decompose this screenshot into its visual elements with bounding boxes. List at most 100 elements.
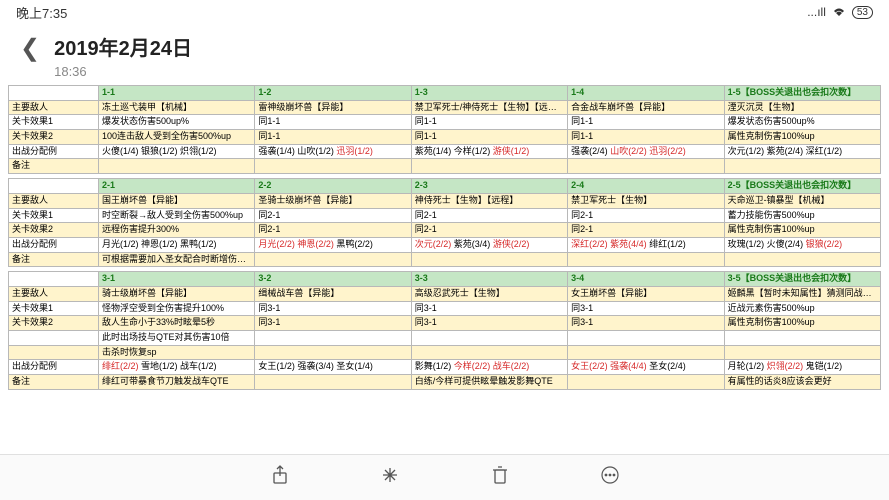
battery-indicator: 53 [852,6,873,19]
data-cell [255,159,411,174]
data-cell: 同2-1 [568,223,724,238]
row-label: 主要敌人 [9,286,99,301]
header: ❮ 2019年2月24日 18:36 [0,24,889,83]
data-cell: 玫瑰(1/2) 火傻(2/4) 银狼(2/2) [724,237,880,252]
back-icon[interactable]: ❮ [20,34,40,63]
stage-header: 2-3 [411,179,567,194]
row-label: 主要敌人 [9,193,99,208]
data-cell: 合金战车崩坏兽【异能】 [568,100,724,115]
status-time: 晚上7:35 [16,3,67,22]
data-cell: 同2-1 [411,223,567,238]
data-cell: 同2-1 [568,208,724,223]
data-cell: 禁卫军死士/神侍死士【生物】【远程】 [411,100,567,115]
data-cell: 同3-1 [255,301,411,316]
data-cell: 紫苑(1/4) 今样(1/2) 游侠(1/2) [411,144,567,159]
data-cell: 爆发状态伤害500up% [99,115,255,130]
row-label: 关卡效果2 [9,130,99,145]
data-cell [411,159,567,174]
data-cell [568,159,724,174]
stage-header: 3-3 [411,272,567,287]
page-subtitle: 18:36 [54,64,192,79]
data-cell: 可根据需要加入圣女配合时断增伤效果 [99,252,255,267]
data-cell: 同2-1 [255,223,411,238]
stage-header: 1-1 [99,86,255,101]
data-cell [411,345,567,360]
data-cell: 白练/今样可提供眩晕触发影舞QTE [411,375,567,390]
row-label: 备注 [9,252,99,267]
data-cell [99,159,255,174]
data-cell: 月光(2/2) 神恩(2/2) 黑鸭(2/2) [255,237,411,252]
stage-header: 2-2 [255,179,411,194]
data-cell [255,345,411,360]
data-cell [724,331,880,346]
row-label: 关卡效果2 [9,223,99,238]
data-cell: 属性克制伤害100%up [724,223,880,238]
row-label: 备注 [9,159,99,174]
status-bar: 晚上7:35 ...ıll 53 [0,0,889,24]
data-cell: 蓄力技能伤害500%up [724,208,880,223]
data-cell [411,252,567,267]
data-cell: 女王(2/2) 强袭(4/4) 圣女(2/4) [568,360,724,375]
data-cell: 骑士级崩坏兽【异能】 [99,286,255,301]
data-cell: 绯红可带暴食节刀触发战车QTE [99,375,255,390]
data-cell: 远程伤害提升300% [99,223,255,238]
data-cell: 同1-1 [568,115,724,130]
row-label: 备注 [9,375,99,390]
data-cell: 强袭(1/4) 山吹(1/2) 迅羽(1/2) [255,144,411,159]
data-cell: 圣骑士级崩坏兽【异能】 [255,193,411,208]
stage-header: 1-5【BOSS关退出也会扣次数】 [724,86,880,101]
signal-icon: ...ıll [807,5,826,19]
row-label: 关卡效果1 [9,208,99,223]
data-cell: 火傻(1/4) 银狼(1/2) 炽翎(1/2) [99,144,255,159]
data-cell [255,252,411,267]
stage-header: 1-2 [255,86,411,101]
stage-header: 2-5【BOSS关退出也会扣次数】 [724,179,880,194]
row-label: 主要敌人 [9,100,99,115]
row-label: 关卡效果1 [9,301,99,316]
data-cell: 冻土巡弋装甲【机械】 [99,100,255,115]
share-icon[interactable] [270,465,290,491]
data-cell: 同1-1 [411,130,567,145]
data-cell: 同1-1 [411,115,567,130]
data-cell: 同1-1 [255,130,411,145]
stage-header: 2-1 [99,179,255,194]
data-cell: 有属性的话炎8应该会更好 [724,375,880,390]
data-cell: 怪物浮空受到全伤害提升100% [99,301,255,316]
sparkle-icon[interactable] [380,465,400,491]
data-cell: 禁卫军死士【生物】 [568,193,724,208]
data-cell: 100连击敌人受到全伤害500%up [99,130,255,145]
data-cell: 同1-1 [255,115,411,130]
data-cell [568,252,724,267]
data-cell: 同3-1 [568,316,724,331]
data-cell [724,159,880,174]
data-cell: 属性克制伤害100%up [724,316,880,331]
stage-header: 3-2 [255,272,411,287]
data-cell [255,331,411,346]
data-cell: 深红(2/2) 紫苑(4/4) 绯红(1/2) [568,237,724,252]
data-cell: 月轮(1/2) 炽翎(2/2) 鬼铠(1/2) [724,360,880,375]
wifi-icon [832,5,846,19]
row-label [9,345,99,360]
data-cell: 击杀时恢复sp [99,345,255,360]
data-cell: 同2-1 [411,208,567,223]
data-cell: 属性克制伤害100%up [724,130,880,145]
data-cell: 雷神级崩坏兽【异能】 [255,100,411,115]
data-cell: 敌人生命小于33%时眩晕5秒 [99,316,255,331]
row-label [9,331,99,346]
data-cell [568,375,724,390]
data-cell [724,345,880,360]
data-cell: 女王(1/2) 强袭(3/4) 圣女(1/4) [255,360,411,375]
stage-header: 1-3 [411,86,567,101]
stage-header: 2-4 [568,179,724,194]
data-cell: 同3-1 [568,301,724,316]
data-cell [255,375,411,390]
data-cell [568,345,724,360]
data-cell [568,331,724,346]
data-cell: 影舞(1/2) 今样(2/2) 战车(2/2) [411,360,567,375]
row-label: 出战分配例 [9,237,99,252]
trash-icon[interactable] [490,465,510,491]
more-icon[interactable] [600,465,620,491]
data-cell: 同3-1 [411,301,567,316]
data-cell [724,252,880,267]
stage-header: 3-1 [99,272,255,287]
